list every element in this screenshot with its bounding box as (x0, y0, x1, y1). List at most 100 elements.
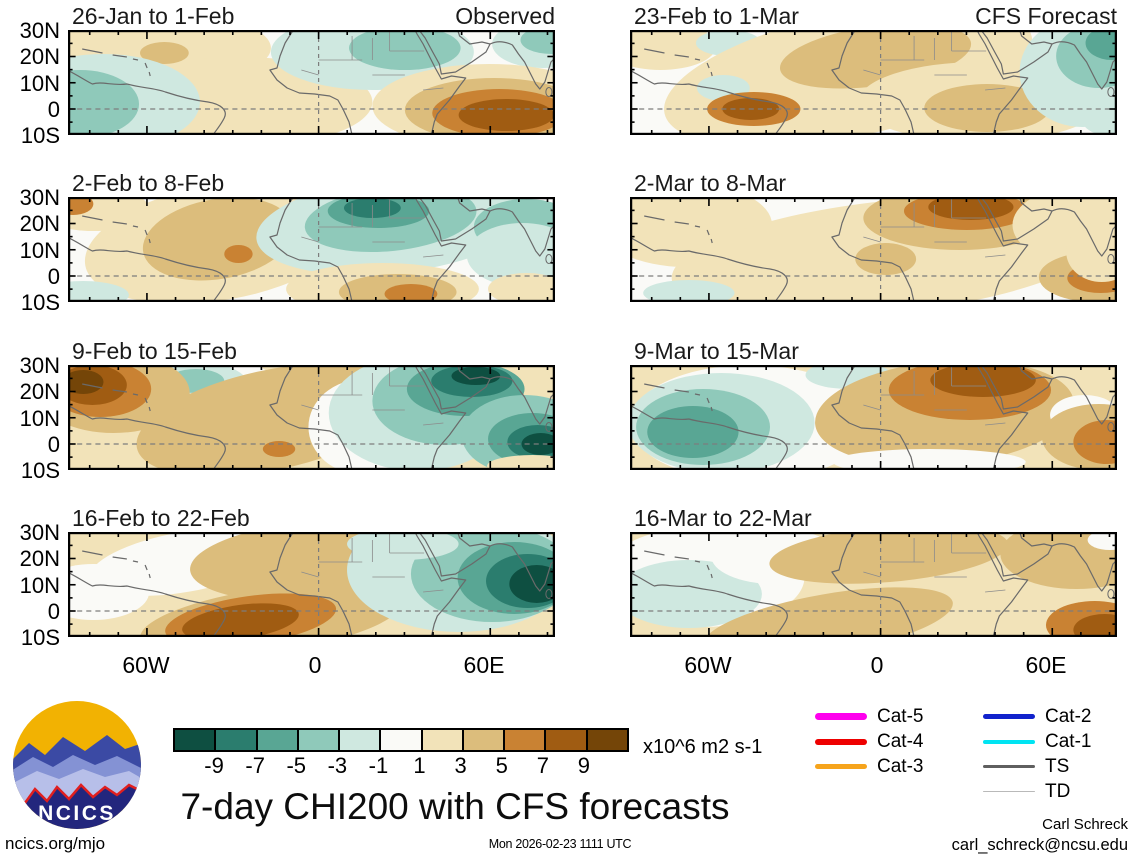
colorbar-tick-label: 5 (495, 753, 508, 778)
legend-item: Cat-3 (815, 754, 923, 779)
y-axis-label: 10S (20, 290, 60, 315)
legend-line-cat-4 (815, 738, 867, 745)
ncics-logo: NCICS (11, 699, 143, 836)
legend-label: Cat-3 (877, 755, 924, 777)
anomaly-map (630, 532, 1117, 637)
y-axis-label: 0 (47, 263, 60, 289)
y-axis-label: 10S (20, 123, 60, 148)
logo-ridge-dark (13, 785, 141, 829)
legend-item: Cat-4 (815, 729, 923, 754)
colorbar-tick-label: -5 (286, 753, 307, 778)
y-axis-label: 20N (19, 546, 60, 572)
colorbar-tick-label: -3 (327, 753, 348, 778)
colorbar-tick-label: -9 (204, 753, 224, 778)
colorbar-segment (214, 730, 256, 750)
panel-title: 16-Mar to 22-Mar (634, 505, 812, 531)
legend-label: TS (1045, 755, 1070, 777)
y-axis-label: 10S (20, 625, 60, 650)
colorbar-tick-label: -7 (245, 753, 265, 778)
legend-item: Cat-5 (815, 704, 923, 729)
y-axis-label: 0 (47, 598, 60, 624)
panel-title: 9-Feb to 15-Feb (72, 338, 237, 364)
legend-line-cat-3 (815, 764, 867, 769)
anomaly-map (68, 365, 555, 470)
anomaly-map (630, 30, 1117, 135)
colorbar-tick-label: 3 (454, 753, 467, 778)
panel-corner-label: Observed (455, 3, 555, 29)
footer-link: ncics.org/mjo (5, 834, 106, 853)
y-axis-label: 20N (19, 44, 60, 70)
legend-line-td (983, 790, 1035, 793)
colorbar-segment (175, 730, 215, 750)
panel-title: 2-Mar to 8-Mar (634, 170, 787, 196)
logo-text: NCICS (38, 802, 116, 825)
colorbar-segment (255, 730, 297, 750)
y-axis-label: 0 (47, 431, 60, 457)
footer-author-email: carl_schreck@ncsu.edu (951, 836, 1128, 854)
y-axis-label: 30N (19, 353, 60, 378)
legend-label: Cat-4 (877, 730, 924, 752)
colorbar-segment (503, 730, 545, 750)
colorbar-segment (585, 730, 627, 750)
map-panel: 2-Feb to 8-Feb (68, 170, 555, 303)
figure-title: 7-day CHI200 with CFS forecasts (180, 786, 730, 827)
map-panel: 23-Feb to 1-Mar CFS Forecast (630, 3, 1117, 136)
footer-timestamp: Mon 2026-02-23 1111 UTC (488, 837, 632, 851)
colorbar-segment (420, 730, 462, 750)
legend-label: Cat-2 (1045, 705, 1092, 727)
footer-author-name: Carl Schreck (1042, 816, 1128, 833)
legend-line-ts (983, 765, 1035, 768)
map-panel: 16-Mar to 22-Mar (630, 505, 1117, 638)
panel-title: 23-Feb to 1-Mar (634, 3, 799, 29)
colorbar-segment (544, 730, 586, 750)
y-axis-label: 10N (19, 405, 60, 431)
legend-item: Cat-1 (983, 729, 1091, 754)
map-panel: 2-Mar to 8-Mar (630, 170, 1117, 303)
anomaly-map (68, 30, 555, 135)
x-axis-label: 60W (684, 652, 732, 678)
panel-title: 16-Feb to 22-Feb (72, 505, 250, 531)
map-panel: 9-Mar to 15-Mar (630, 338, 1117, 471)
legend-line-cat-5 (815, 713, 867, 720)
legend-item: TS (983, 754, 1069, 779)
panel-title: 9-Mar to 15-Mar (634, 338, 799, 364)
colorbar-segment (379, 730, 421, 750)
y-axis-label: 20N (19, 379, 60, 405)
panel-title: 2-Feb to 8-Feb (72, 170, 225, 196)
x-axis-label: 0 (870, 652, 884, 678)
anomaly-map (68, 532, 555, 637)
colorbar-segment (461, 730, 504, 750)
map-panel: 9-Feb to 15-Feb (68, 338, 555, 471)
colorbar (173, 728, 629, 752)
y-axis-label: 30N (19, 18, 60, 43)
colorbar-segment (338, 730, 380, 750)
y-axis-label: 30N (19, 520, 60, 545)
colorbar-segment (296, 730, 339, 750)
logo-ridge-line (13, 783, 141, 805)
legend-label: Cat-5 (877, 705, 924, 727)
map-panel: 26-Jan to 1-Feb Observed (68, 3, 555, 136)
colorbar-tick-label: -1 (368, 753, 389, 778)
x-axis-label: 60E (463, 652, 505, 678)
x-axis-label: 60W (122, 652, 170, 678)
ncics-logo-image: NCICS (13, 701, 141, 829)
legend-label: TD (1045, 780, 1071, 802)
legend-line-cat-2 (983, 714, 1035, 719)
x-axis-label: 0 (308, 652, 322, 678)
y-axis-label: 20N (19, 211, 60, 237)
legend-item: Cat-2 (983, 704, 1091, 729)
y-axis-label: 10N (19, 572, 60, 598)
legend-item: TD (983, 779, 1070, 804)
anomaly-map (630, 197, 1117, 302)
y-axis-label: 30N (19, 185, 60, 210)
anomaly-map (630, 365, 1117, 470)
colorbar-tick-label: 7 (536, 753, 549, 778)
x-axis-label: 60E (1025, 652, 1067, 678)
colorbar-units: x10^6 m2 s-1 (643, 736, 763, 758)
y-axis-label: 0 (47, 96, 60, 122)
y-axis-label: 10N (19, 237, 60, 263)
map-panel: 16-Feb to 22-Feb (68, 505, 555, 638)
y-axis-label: 10N (19, 70, 60, 96)
legend-label: Cat-1 (1045, 730, 1092, 752)
legend-line-cat-1 (983, 739, 1035, 744)
